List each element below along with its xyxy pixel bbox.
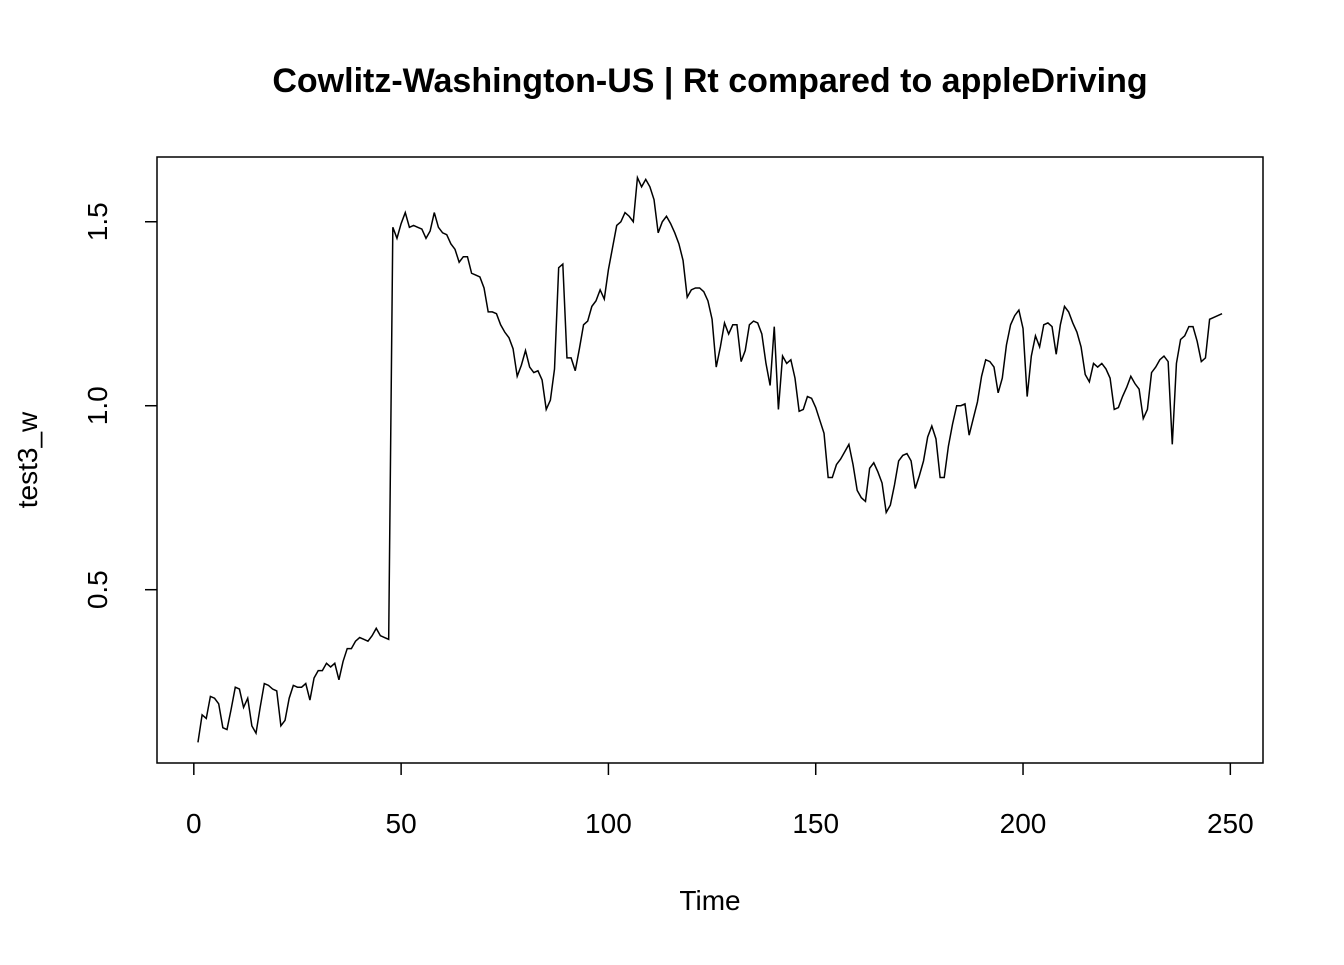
x-tick-label: 250 (1207, 808, 1254, 839)
chart-title: Cowlitz-Washington-US | Rt compared to a… (272, 62, 1147, 100)
x-axis-label: Time (679, 885, 740, 916)
y-tick-label: 1.5 (82, 202, 113, 241)
y-axis-label: test3_w (12, 411, 43, 508)
x-tick-label: 50 (386, 808, 417, 839)
data-line (197, 174, 1223, 743)
x-tick-label: 0 (186, 808, 202, 839)
y-tick-label: 1.0 (82, 386, 113, 425)
x-tick-label: 200 (1000, 808, 1047, 839)
plot-box (156, 156, 1264, 764)
x-tick-label: 100 (585, 808, 632, 839)
x-tick-label: 150 (792, 808, 839, 839)
y-tick-label: 0.5 (82, 570, 113, 609)
